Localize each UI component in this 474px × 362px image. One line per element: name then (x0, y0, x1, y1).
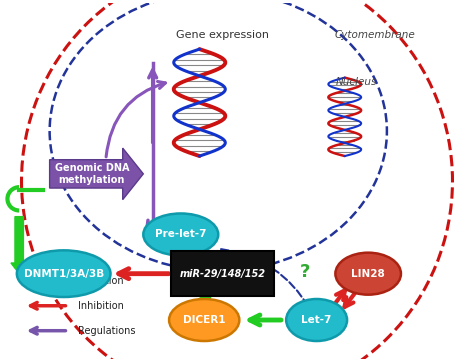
Text: Nucleus: Nucleus (336, 77, 377, 87)
Ellipse shape (336, 253, 401, 295)
Text: DICER1: DICER1 (183, 315, 226, 325)
Text: DNMT1/3A/3B: DNMT1/3A/3B (24, 269, 104, 279)
FancyArrow shape (11, 216, 27, 274)
FancyBboxPatch shape (172, 251, 274, 296)
Text: Gene expression: Gene expression (176, 30, 269, 41)
Text: ?: ? (300, 263, 310, 281)
Text: miR-29/148/152: miR-29/148/152 (180, 269, 266, 279)
Text: Let-7: Let-7 (301, 315, 332, 325)
Text: Regulations: Regulations (78, 326, 135, 336)
Text: LIN28: LIN28 (351, 269, 385, 279)
Text: Genomic DNA
methylation: Genomic DNA methylation (55, 163, 129, 185)
FancyArrow shape (50, 148, 143, 200)
Text: Pre-let-7: Pre-let-7 (155, 230, 207, 240)
Ellipse shape (169, 299, 239, 341)
Text: Cytomembrane: Cytomembrane (334, 30, 415, 41)
Ellipse shape (143, 214, 218, 256)
Ellipse shape (17, 251, 110, 297)
Text: Inhibition: Inhibition (78, 301, 124, 311)
Text: Induction: Induction (78, 276, 123, 286)
Ellipse shape (286, 299, 347, 341)
